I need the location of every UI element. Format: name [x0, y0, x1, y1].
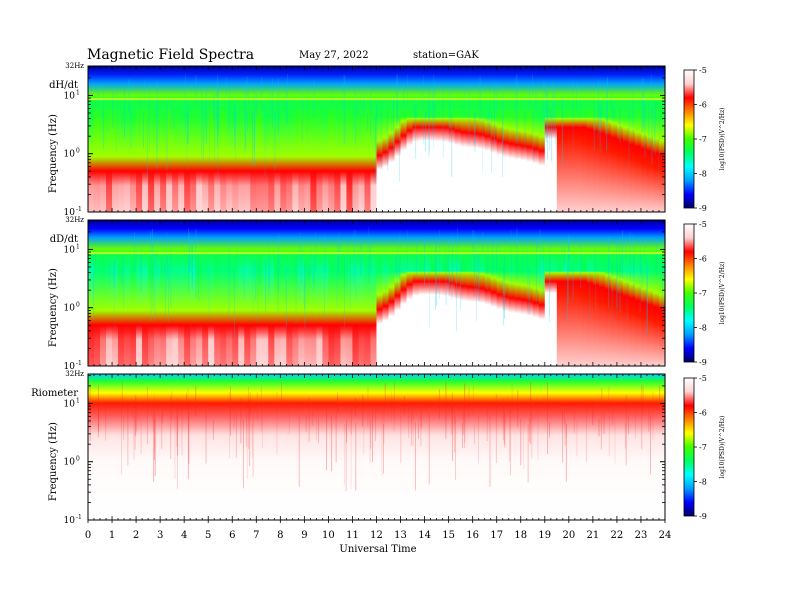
top-frequency-label: 32Hz [65, 62, 84, 70]
y-tick-exponent: 1 [76, 397, 80, 404]
x-tick-label: 11 [346, 530, 359, 541]
x-tick-label: 15 [442, 530, 455, 541]
colorbar: -5 -6 -7 -8 -9 log10(PSD)(V^2/Hz) [683, 220, 726, 367]
colorbar-tick-label: -8 [699, 170, 707, 179]
y-axis-label: Frequency (Hz) [48, 114, 59, 193]
colorbar-tick-label: -7 [699, 443, 707, 452]
chart-title: Magnetic Field Spectra [87, 47, 254, 63]
x-tick-label: 21 [587, 530, 600, 541]
x-tick-label: 1 [109, 530, 115, 541]
y-tick-label: 10 [64, 245, 76, 255]
colorbar-tick-label: -9 [699, 204, 707, 213]
y-tick-exponent: -1 [76, 514, 82, 521]
colorbar-scale [683, 69, 695, 209]
time-axis: 0 1 2 3 4 5 6 7 8 9 10 11 12 13 14 15 16 17 18 19 20 21 22 23 24 [85, 520, 672, 541]
station-label: station=GAK [413, 50, 479, 61]
panel-name: dH/dt [49, 80, 78, 91]
colorbar-scale [683, 223, 695, 363]
colorbar-tick-label: -8 [699, 478, 707, 487]
spectrogram-image [88, 220, 666, 366]
x-tick-label: 19 [538, 530, 551, 541]
top-frequency-label: 32Hz [65, 370, 84, 378]
x-tick-label: 0 [85, 530, 91, 541]
colorbar-tick-label: -5 [699, 374, 707, 383]
y-tick-exponent: 1 [76, 89, 80, 96]
colorbar-tick-label: -9 [699, 512, 707, 521]
x-tick-label: 7 [253, 530, 259, 541]
y-tick-exponent: 0 [76, 148, 80, 155]
y-tick-label: 10 [64, 362, 76, 372]
y-tick-label: 10 [64, 150, 76, 160]
spectrogram-image [88, 374, 666, 520]
colorbar-tick-label: -5 [699, 66, 707, 75]
colorbar-label: log10(PSD)(V^2/Hz) [719, 416, 726, 479]
x-tick-label: 22 [611, 530, 624, 541]
x-tick-label: 24 [659, 530, 672, 541]
y-tick-label: 10 [64, 304, 76, 314]
y-tick-label: 10 [64, 399, 76, 409]
colorbar-label: log10(PSD)(V^2/Hz) [719, 108, 726, 171]
colorbar-tick-label: -7 [699, 135, 707, 144]
y-tick-exponent: 1 [76, 243, 80, 250]
y-axis-label: Frequency (Hz) [48, 422, 59, 501]
x-tick-label: 5 [205, 530, 211, 541]
x-tick-label: 23 [635, 530, 648, 541]
panel-name: dD/dt [50, 234, 78, 245]
y-tick-exponent: 0 [76, 302, 80, 309]
y-tick-label: 10 [64, 208, 76, 218]
y-tick-label: 10 [64, 516, 76, 526]
colorbar-tick-label: -6 [699, 409, 707, 418]
spectrogram-image [88, 66, 666, 212]
chart-date: May 27, 2022 [299, 50, 369, 61]
x-tick-label: 2 [133, 530, 139, 541]
colorbar-scale [683, 377, 695, 517]
panel-name: Riometer [31, 388, 78, 399]
y-tick-exponent: -1 [76, 206, 82, 213]
x-axis-label: Universal Time [339, 544, 416, 555]
colorbar: -5 -6 -7 -8 -9 log10(PSD)(V^2/Hz) [683, 66, 726, 213]
colorbar-label: log10(PSD)(V^2/Hz) [719, 262, 726, 325]
x-tick-label: 17 [490, 530, 503, 541]
x-tick-label: 3 [157, 530, 163, 541]
x-tick-label: 20 [562, 530, 575, 541]
x-tick-label: 8 [277, 530, 283, 541]
x-tick-label: 6 [229, 530, 235, 541]
colorbar-tick-label: -6 [699, 101, 707, 110]
y-tick-exponent: -1 [76, 360, 82, 367]
x-tick-label: 14 [418, 530, 431, 541]
colorbar-tick-label: -9 [699, 358, 707, 367]
x-tick-label: 13 [394, 530, 407, 541]
colorbar-tick-label: -7 [699, 289, 707, 298]
colorbar-tick-label: -8 [699, 324, 707, 333]
top-frequency-label: 32Hz [65, 216, 84, 224]
x-tick-label: 10 [322, 530, 335, 541]
colorbar-tick-label: -5 [699, 220, 707, 229]
x-tick-label: 16 [466, 530, 479, 541]
colorbar-tick-label: -6 [699, 255, 707, 264]
y-tick-exponent: 0 [76, 456, 80, 463]
y-tick-label: 10 [64, 91, 76, 101]
y-axis-label: Frequency (Hz) [48, 268, 59, 347]
colorbar: -5 -6 -7 -8 -9 log10(PSD)(V^2/Hz) [683, 374, 726, 521]
x-tick-label: 4 [181, 530, 187, 541]
x-tick-label: 12 [370, 530, 383, 541]
y-tick-label: 10 [64, 458, 76, 468]
x-tick-label: 18 [514, 530, 527, 541]
x-tick-label: 9 [301, 530, 307, 541]
